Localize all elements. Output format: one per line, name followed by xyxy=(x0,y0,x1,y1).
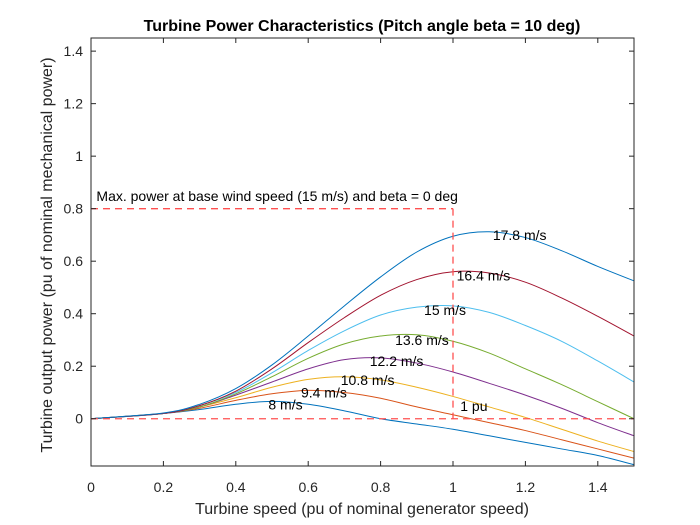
x-tick-label-3: 0.6 xyxy=(298,479,318,495)
annotation-0: Max. power at base wind speed (15 m/s) a… xyxy=(96,188,458,204)
x-tick-label-0: 0 xyxy=(87,479,95,495)
curve-label-1: 9.4 m/s xyxy=(301,384,347,400)
annotations-layer: Max. power at base wind speed (15 m/s) a… xyxy=(96,188,487,414)
x-axis-ticks: 0 0.2 0.4 0.6 0.8 1 1.2 1.4 xyxy=(87,38,608,495)
x-tick-label-6: 1.2 xyxy=(516,479,536,495)
y-tick-label-4: 0.8 xyxy=(64,201,84,217)
x-tick-label-4: 0.8 xyxy=(371,479,391,495)
chart-title: Turbine Power Characteristics (Pitch ang… xyxy=(144,18,581,35)
x-tick-label-5: 1 xyxy=(449,479,457,495)
curve-label-3: 12.2 m/s xyxy=(370,353,424,369)
series-line-1 xyxy=(91,389,634,459)
curve-label-2: 10.8 m/s xyxy=(341,372,395,388)
x-tick-label-2: 0.4 xyxy=(226,479,246,495)
curve-label-4: 13.6 m/s xyxy=(395,332,449,348)
plot-frame xyxy=(90,37,635,467)
x-axis-label: Turbine speed (pu of nominal generator s… xyxy=(195,501,529,518)
x-tick-label-1: 0.2 xyxy=(154,479,174,495)
series-line-7 xyxy=(91,231,634,420)
reference-lines-layer xyxy=(91,208,634,420)
curves-layer xyxy=(91,231,634,466)
curve-label-7: 17.8 m/s xyxy=(493,227,547,243)
y-axis-ticks: 0 0.2 0.4 0.6 0.8 1 1.2 1.4 xyxy=(64,43,634,427)
plot-area xyxy=(91,38,634,466)
curve-label-0: 8 m/s xyxy=(268,396,302,412)
series-line-4 xyxy=(91,333,634,420)
y-tick-label-0: 0 xyxy=(75,411,83,427)
annotation-1: 1 pu xyxy=(460,398,487,414)
x-tick-label-7: 1.4 xyxy=(588,479,608,495)
y-axis-label: Turbine output power (pu of nominal mech… xyxy=(39,57,56,452)
curve-label-6: 16.4 m/s xyxy=(457,268,511,284)
y-tick-label-1: 0.2 xyxy=(64,358,84,374)
y-tick-label-5: 1 xyxy=(75,148,83,164)
y-tick-label-2: 0.4 xyxy=(64,306,84,322)
y-tick-label-6: 1.2 xyxy=(64,96,84,112)
y-tick-label-3: 0.6 xyxy=(64,253,84,269)
series-line-6 xyxy=(91,270,634,420)
curve-labels-layer: 8 m/s9.4 m/s10.8 m/s 12.2 m/s 13.6 m/s 15 m… xyxy=(268,227,546,412)
y-tick-label-7: 1.4 xyxy=(64,43,84,59)
curve-label-5: 15 m/s xyxy=(424,302,466,318)
